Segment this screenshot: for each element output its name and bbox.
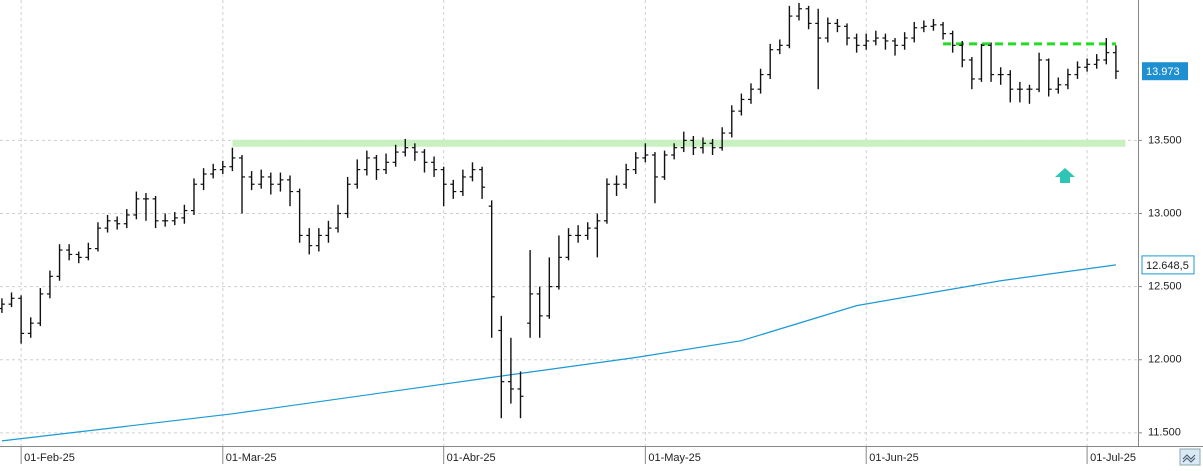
corner-button[interactable]: [1179, 448, 1201, 466]
y-tick-label: 11.500: [1148, 427, 1181, 439]
x-tick-label: 01-Jun-25: [869, 452, 919, 464]
y-tick-label: 12.500: [1148, 281, 1182, 293]
ma-tag: [1141, 255, 1195, 275]
x-tick-label: 01-Feb-25: [24, 452, 75, 464]
x-tick-label: 01-Jul-25: [1090, 452, 1136, 464]
x-tick-label: 01-May-25: [648, 452, 701, 464]
x-tick-label: 01-Abr-25: [447, 452, 496, 464]
price-tag: [1142, 62, 1188, 81]
corner-icon: [1182, 454, 1196, 463]
ma-tag-label: 12.648,5: [1146, 260, 1189, 272]
y-tick-label: 13.500: [1148, 134, 1182, 146]
x-tick-label: 01-Mar-25: [226, 452, 277, 464]
up-arrow-icon: [1055, 168, 1075, 183]
y-tick-label: 12.000: [1148, 354, 1182, 366]
moving-average: [1, 264, 1116, 442]
price-tag-label: 13.973: [1146, 66, 1180, 78]
y-tick-label: 13.000: [1148, 207, 1182, 219]
